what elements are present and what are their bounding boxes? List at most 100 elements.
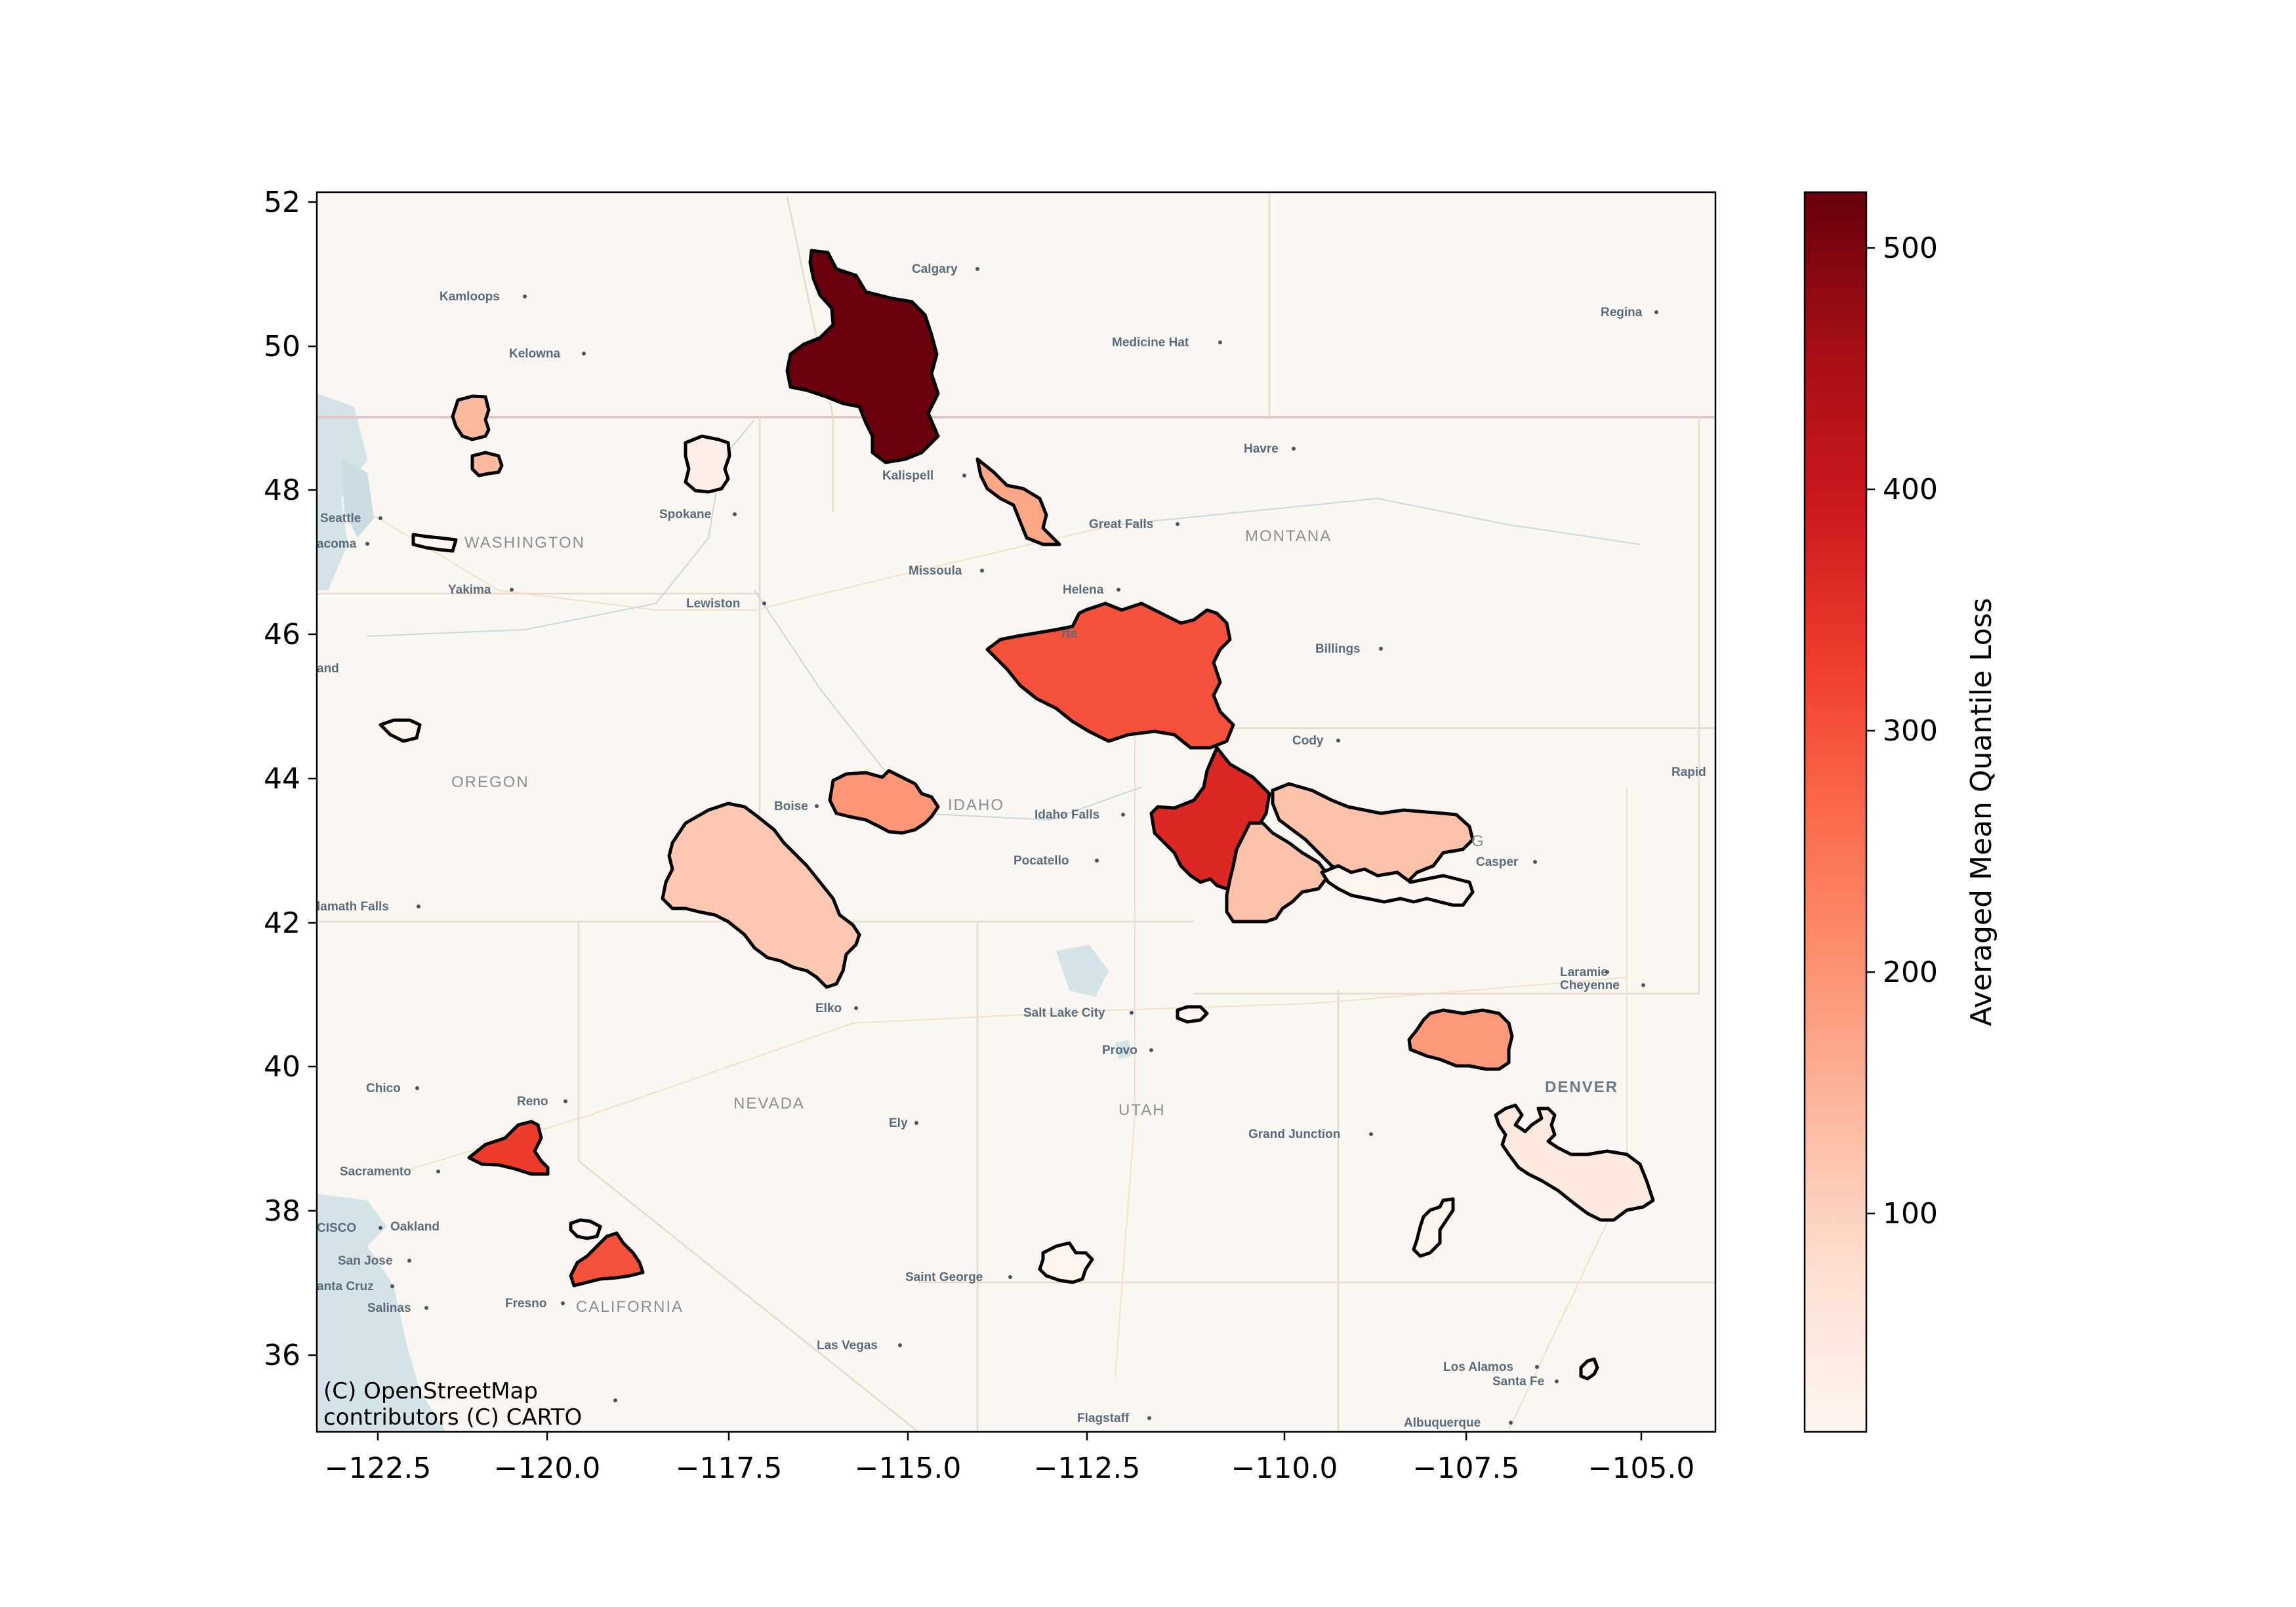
city-label-rapid-city: Rapid — [1671, 765, 1706, 779]
city-label-kelowna: Kelowna — [509, 347, 561, 361]
city-label-los-alamos: Los Alamos — [1443, 1360, 1513, 1374]
city-dot — [417, 905, 420, 908]
basemap-land — [317, 192, 1715, 1432]
state-label-nevada: NEVADA — [733, 1095, 805, 1112]
city-label-grand-junction: Grand Junction — [1248, 1128, 1340, 1141]
y-tick-label: 40 — [264, 1050, 300, 1084]
basin-small-d — [1176, 1005, 1209, 1024]
city-dot — [1533, 860, 1537, 864]
city-label-provo: Provo — [1102, 1044, 1138, 1057]
y-tick-label: 46 — [264, 618, 300, 651]
state-label-idaho: IDAHO — [948, 796, 1004, 814]
city-dot — [390, 1284, 394, 1288]
city-label-havre: Havre — [1244, 442, 1279, 456]
y-tick-label: 42 — [264, 906, 300, 940]
great-salt-lake — [1056, 945, 1109, 997]
city-dot — [762, 601, 766, 605]
y-tick-label: 48 — [264, 474, 300, 507]
state-labels: WASHINGTON OREGON IDAHO MONTANA NEVADA U… — [451, 527, 1618, 1316]
map-frame — [316, 191, 1717, 1433]
city-label-laramie: Laramie — [1560, 966, 1608, 979]
basin-small-a — [411, 533, 458, 553]
x-tick-label: −117.5 — [676, 1452, 783, 1485]
city-label-great-falls: Great Falls — [1089, 518, 1153, 531]
city-label-pocatello: Pocatello — [1014, 854, 1069, 868]
y-tick-label: 52 — [264, 186, 300, 219]
city-dot — [582, 352, 586, 356]
city-dot — [1654, 310, 1658, 314]
city-label-las-vegas: Las Vegas — [817, 1339, 878, 1353]
city-label-salinas: Salinas — [367, 1301, 411, 1315]
city-dot — [523, 295, 527, 298]
city-dot — [365, 542, 369, 546]
city-dot — [415, 1086, 419, 1090]
basin-south-platte — [1494, 1103, 1655, 1222]
state-label-montana: MONTANA — [1245, 527, 1332, 545]
city-dots — [365, 267, 1658, 1425]
basin-pend-oreille — [684, 434, 731, 494]
city-dot — [379, 516, 382, 520]
x-tick-label: −105.0 — [1588, 1452, 1695, 1485]
basin-flathead-south — [975, 457, 1061, 546]
basin-small-h — [569, 1218, 602, 1240]
city-label-butte-partial: rte — [1061, 627, 1077, 641]
city-label-chico: Chico — [366, 1082, 401, 1095]
city-label-salt-lake-city: Salt Lake City — [1023, 1006, 1105, 1020]
x-tick-label: −107.5 — [1413, 1452, 1520, 1485]
basin-humboldt — [661, 802, 861, 989]
city-label-albuquerque: Albuquerque — [1404, 1416, 1481, 1430]
city-label-denver: DENVER — [1545, 1078, 1618, 1096]
city-label-regina: Regina — [1601, 306, 1643, 319]
colorbar-title: Averaged Mean Quantile Loss — [1965, 598, 1998, 1026]
city-dot — [1121, 813, 1125, 817]
river-missouri — [1115, 497, 1641, 545]
basin-okanogan-a — [451, 394, 491, 441]
city-dot — [914, 1121, 918, 1125]
basin-wind-river — [1271, 782, 1475, 891]
y-tick-label: 44 — [264, 762, 300, 796]
city-dot — [1555, 1379, 1559, 1383]
city-label-kamloops: Kamloops — [440, 290, 500, 304]
road-3 — [1115, 722, 1136, 1378]
city-label-flagstaff: Flagstaff — [1077, 1412, 1130, 1425]
city-label-cody: Cody — [1292, 734, 1324, 748]
y-tick-label: 50 — [264, 330, 300, 363]
basin-merced-tuolumne — [569, 1231, 645, 1288]
city-dot — [561, 1301, 565, 1305]
city-label-fresno: Fresno — [505, 1297, 546, 1311]
basin-polygons — [379, 249, 1655, 1381]
basin-okanogan-b — [470, 451, 504, 478]
city-label-billings: Billings — [1315, 642, 1361, 656]
x-tick-label: −110.0 — [1231, 1452, 1338, 1485]
x-tick-label: −115.0 — [855, 1452, 962, 1485]
city-label-boise: Boise — [774, 800, 808, 813]
city-dot — [436, 1170, 440, 1173]
road-1 — [367, 511, 1116, 611]
city-dot — [1605, 970, 1609, 974]
basin-small-f — [1412, 1197, 1455, 1258]
city-dot — [1130, 1011, 1134, 1015]
basin-small-g — [1579, 1357, 1599, 1381]
colorbar-tick-label: 200 — [1883, 956, 1938, 989]
pacific-ocean — [317, 394, 367, 590]
colorbar-tick-label: 400 — [1883, 473, 1938, 506]
city-dot — [1218, 340, 1222, 344]
city-dot — [1369, 1132, 1373, 1136]
city-label-elko: Elko — [815, 1002, 842, 1015]
city-label-saint-george: Saint George — [905, 1271, 983, 1284]
city-dot — [424, 1306, 428, 1310]
state-label-utah: UTAH — [1118, 1101, 1166, 1119]
city-dot — [1147, 1416, 1151, 1420]
state-label-california: CALIFORNIA — [576, 1298, 684, 1316]
city-dot — [1535, 1365, 1539, 1369]
city-label-tacoma: acoma — [317, 537, 357, 551]
city-dot — [815, 804, 819, 808]
puget-sound — [341, 459, 374, 538]
city-labels: Kamloops Calgary Regina Kelowna Medicine… — [317, 262, 1706, 1430]
map-attribution-line-2: contributors (C) CARTO — [323, 1404, 582, 1431]
y-tick-label: 38 — [264, 1194, 300, 1228]
city-dot — [962, 474, 966, 478]
y-tick-label: 36 — [264, 1339, 300, 1372]
city-dot — [1149, 1048, 1153, 1052]
